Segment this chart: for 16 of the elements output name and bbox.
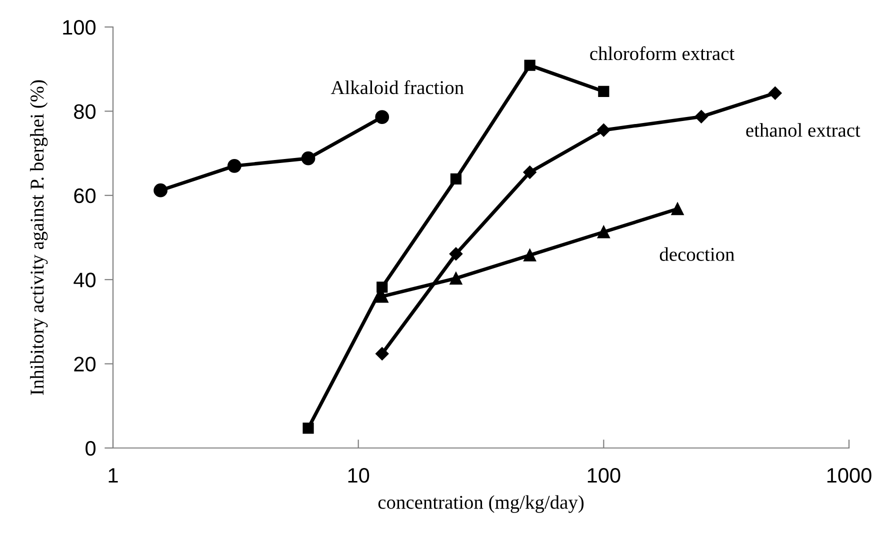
x-tick-label: 10 [348, 468, 370, 483]
x-tick-label: 100 [588, 468, 620, 483]
x-axis-title: concentration (mg/kg/day) [378, 495, 584, 513]
y-axis-title: Inhibitory activity against P. berghei (%) [30, 80, 48, 395]
series-label: Alkaloid fraction [330, 80, 464, 94]
y-tick-label: 80 [74, 104, 96, 119]
x-tick-label: 1000 [827, 468, 872, 483]
y-tick-label: 20 [74, 356, 96, 372]
series-label: ethanol extract [746, 123, 860, 137]
series-label: chloroform extract [590, 46, 734, 60]
y-tick-label: 0 [86, 441, 96, 456]
y-tick-label: 60 [74, 188, 96, 204]
series-label: decoction [660, 247, 734, 261]
x-tick-label: 1 [108, 468, 118, 483]
y-tick-label: 100 [63, 20, 96, 35]
y-tick-label: 40 [74, 272, 96, 288]
